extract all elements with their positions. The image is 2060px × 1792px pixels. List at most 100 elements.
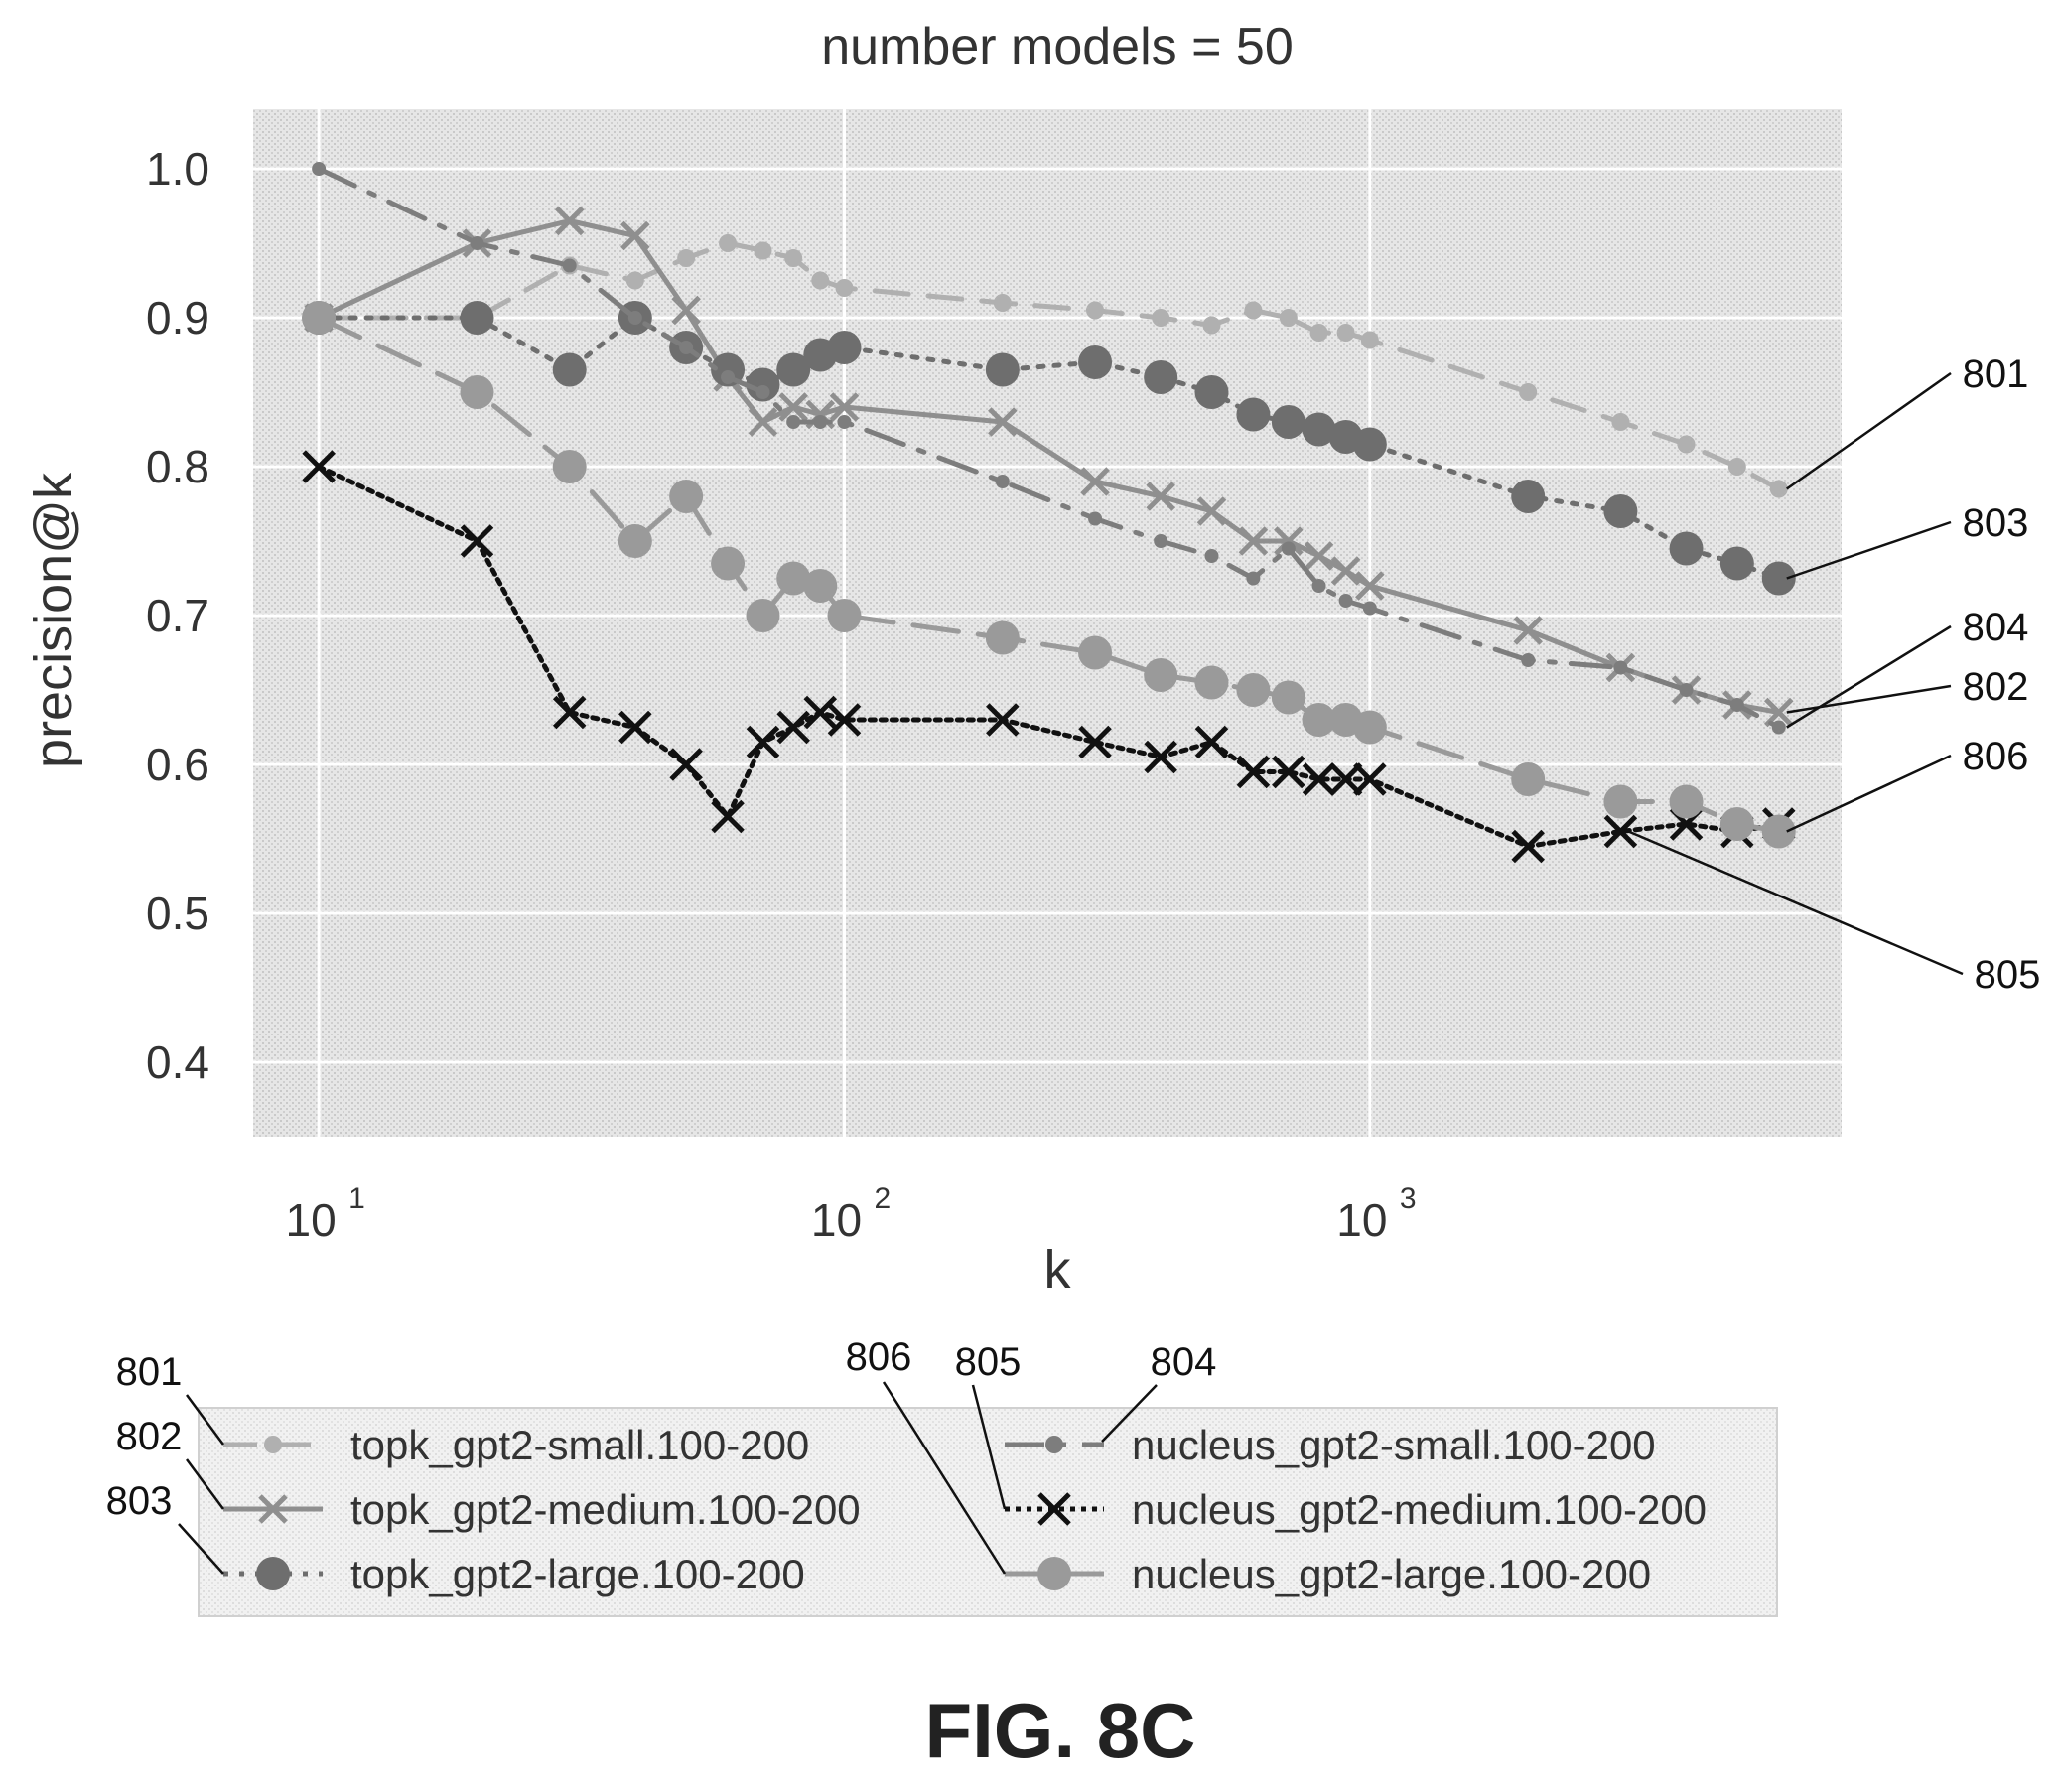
marker-stroke bbox=[1513, 616, 1543, 645]
data-point bbox=[778, 392, 808, 422]
data-point bbox=[1144, 360, 1178, 394]
data-point bbox=[1511, 762, 1546, 796]
series-callouts: 801 802 803 804 805 806 bbox=[1627, 352, 2041, 997]
data-point bbox=[837, 415, 852, 429]
legend-marker bbox=[1037, 1492, 1071, 1526]
data-point bbox=[1281, 541, 1296, 556]
marker-stroke bbox=[748, 407, 778, 437]
data-point bbox=[1144, 658, 1178, 692]
data-point bbox=[302, 450, 336, 483]
marker-stroke bbox=[1236, 755, 1271, 789]
data-point bbox=[460, 301, 494, 335]
data-point bbox=[1271, 405, 1305, 439]
data-point bbox=[1360, 331, 1379, 349]
marker-stroke bbox=[258, 1494, 288, 1524]
data-point bbox=[1311, 579, 1326, 593]
data-point bbox=[669, 748, 703, 781]
data-point bbox=[1669, 784, 1704, 819]
series-line bbox=[316, 218, 1782, 715]
data-point bbox=[1677, 435, 1696, 454]
marker-stroke bbox=[618, 710, 652, 745]
data-point bbox=[711, 546, 746, 581]
marker-stroke bbox=[1274, 526, 1304, 556]
data-point bbox=[1719, 807, 1754, 841]
data-point bbox=[985, 620, 1020, 655]
data-point bbox=[618, 710, 652, 745]
data-point bbox=[1146, 482, 1175, 511]
figure-caption: FIG. 8C bbox=[924, 1687, 1195, 1774]
legend-item-806: nucleus_gpt2-large.100-200 bbox=[1005, 1551, 1651, 1597]
data-point bbox=[1362, 601, 1377, 616]
data-point bbox=[677, 249, 696, 267]
ref-label: 803 bbox=[1963, 501, 2029, 545]
y-tick-label: 0.5 bbox=[146, 888, 209, 939]
marker-stroke bbox=[1238, 526, 1269, 556]
y-tick-label: 1.0 bbox=[146, 143, 209, 195]
data-point bbox=[721, 370, 736, 384]
marker-stroke bbox=[829, 392, 860, 422]
data-point bbox=[460, 375, 494, 409]
marker-stroke bbox=[1080, 467, 1110, 496]
x-tick-label: 10 3 bbox=[1336, 1182, 1416, 1246]
data-point bbox=[746, 725, 780, 759]
data-point bbox=[669, 480, 704, 513]
ref-label: 805 bbox=[1975, 953, 2041, 997]
data-point bbox=[803, 695, 838, 730]
data-point bbox=[1302, 412, 1336, 447]
data-point bbox=[1144, 740, 1177, 774]
data-point bbox=[1274, 526, 1304, 556]
data-point bbox=[1352, 427, 1387, 462]
legend-marker bbox=[256, 1557, 290, 1590]
legend-item-803: topk_gpt2-large.100-200 bbox=[223, 1551, 805, 1597]
data-point bbox=[1729, 698, 1744, 712]
marker-stroke bbox=[803, 695, 838, 730]
leader-line bbox=[1786, 371, 1952, 490]
legend-marker bbox=[1037, 1557, 1071, 1590]
series-803 bbox=[302, 301, 1796, 596]
data-point bbox=[1078, 725, 1112, 759]
marker-stroke bbox=[1146, 482, 1175, 511]
data-point bbox=[1511, 480, 1546, 513]
legend-label: topk_gpt2-large.100-200 bbox=[350, 1551, 805, 1597]
x-tick-exponent: 2 bbox=[874, 1182, 891, 1215]
data-point bbox=[1771, 720, 1786, 735]
ref-label: 801 bbox=[1963, 352, 2029, 396]
marker-stroke bbox=[988, 407, 1018, 437]
data-point bbox=[620, 220, 650, 251]
data-point bbox=[1611, 413, 1630, 431]
legend-marker bbox=[264, 1436, 282, 1453]
legend-ref-label: 806 bbox=[846, 1335, 912, 1379]
legend-label: nucleus_gpt2-medium.100-200 bbox=[1132, 1486, 1707, 1533]
x-axis-label: k bbox=[1044, 1240, 1072, 1300]
data-point bbox=[755, 385, 770, 399]
data-point bbox=[1279, 309, 1298, 327]
data-point bbox=[1603, 494, 1638, 528]
marker-stroke bbox=[776, 710, 810, 745]
data-point bbox=[1521, 653, 1536, 667]
data-point bbox=[679, 341, 694, 354]
y-axis-label: precision@k bbox=[24, 472, 83, 768]
data-point bbox=[618, 524, 652, 558]
data-point bbox=[671, 295, 701, 326]
marker-stroke bbox=[778, 392, 808, 422]
legend-marker bbox=[1045, 1436, 1063, 1453]
x-tick-labels: 10 1 10 2 10 3 bbox=[286, 1182, 1417, 1246]
y-tick-labels: 0.4 0.5 0.6 0.7 0.8 0.9 1.0 bbox=[146, 143, 209, 1088]
data-point bbox=[827, 331, 862, 364]
legend-label: nucleus_gpt2-large.100-200 bbox=[1132, 1551, 1651, 1597]
y-tick-label: 0.9 bbox=[146, 292, 209, 344]
legend-ref-label: 802 bbox=[116, 1415, 183, 1458]
data-point bbox=[1078, 345, 1113, 379]
data-point bbox=[1194, 665, 1229, 700]
data-point bbox=[1246, 571, 1261, 586]
legend-leader-line bbox=[178, 1523, 224, 1575]
y-tick-label: 0.7 bbox=[146, 590, 209, 641]
data-point bbox=[776, 352, 811, 387]
marker-stroke bbox=[620, 220, 650, 251]
data-point bbox=[1769, 480, 1788, 498]
data-point bbox=[1244, 301, 1263, 320]
data-point bbox=[827, 703, 862, 737]
data-point bbox=[1603, 784, 1638, 819]
ref-label: 804 bbox=[1963, 606, 2029, 649]
data-point bbox=[302, 301, 337, 335]
